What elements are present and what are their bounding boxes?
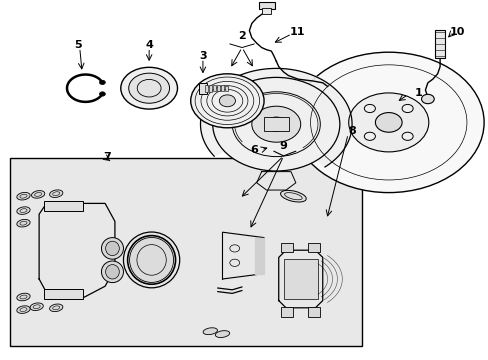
- Circle shape: [99, 92, 105, 96]
- Ellipse shape: [102, 261, 123, 283]
- Circle shape: [348, 93, 428, 152]
- Circle shape: [293, 52, 483, 193]
- Circle shape: [364, 104, 375, 113]
- Ellipse shape: [17, 207, 30, 215]
- Circle shape: [212, 77, 339, 171]
- Bar: [44, 289, 83, 299]
- Circle shape: [251, 106, 300, 142]
- Bar: [281, 243, 293, 252]
- Ellipse shape: [215, 330, 229, 338]
- Ellipse shape: [280, 190, 305, 202]
- Bar: [213, 85, 216, 91]
- Polygon shape: [200, 68, 351, 167]
- Circle shape: [401, 104, 412, 113]
- Ellipse shape: [123, 232, 180, 288]
- Circle shape: [190, 74, 264, 128]
- Ellipse shape: [31, 190, 45, 198]
- Bar: [199, 83, 206, 94]
- Circle shape: [99, 80, 105, 85]
- Ellipse shape: [17, 306, 30, 314]
- Ellipse shape: [17, 293, 30, 301]
- Bar: [283, 259, 317, 299]
- Ellipse shape: [49, 190, 63, 198]
- Ellipse shape: [17, 192, 30, 200]
- Polygon shape: [278, 250, 322, 308]
- Ellipse shape: [129, 238, 173, 282]
- Bar: [307, 243, 320, 252]
- Bar: [259, 2, 274, 9]
- Ellipse shape: [105, 241, 119, 256]
- Bar: [221, 85, 224, 91]
- Bar: [217, 85, 220, 91]
- Polygon shape: [255, 238, 264, 274]
- Bar: [44, 201, 83, 211]
- Ellipse shape: [49, 304, 63, 312]
- Bar: [307, 307, 320, 317]
- Polygon shape: [256, 172, 295, 190]
- Bar: [224, 86, 227, 91]
- Ellipse shape: [102, 238, 123, 259]
- Circle shape: [266, 117, 285, 131]
- Bar: [205, 85, 208, 92]
- Circle shape: [364, 132, 375, 140]
- Circle shape: [219, 95, 235, 107]
- Text: 2: 2: [238, 31, 245, 41]
- Text: 3: 3: [199, 51, 206, 61]
- Text: 10: 10: [448, 27, 464, 37]
- Text: 11: 11: [289, 27, 305, 37]
- Bar: [281, 307, 293, 317]
- Ellipse shape: [203, 328, 217, 335]
- Bar: [261, 8, 271, 14]
- Circle shape: [121, 67, 177, 109]
- Text: 4: 4: [145, 40, 153, 50]
- Polygon shape: [222, 232, 264, 279]
- Text: 8: 8: [347, 126, 355, 136]
- Text: 9: 9: [279, 141, 287, 151]
- Bar: [434, 30, 444, 58]
- Circle shape: [401, 132, 412, 140]
- Polygon shape: [39, 203, 115, 297]
- Ellipse shape: [30, 303, 43, 311]
- Bar: [10, 158, 361, 346]
- Text: 6: 6: [250, 145, 258, 155]
- Ellipse shape: [105, 265, 119, 279]
- Text: 7: 7: [103, 152, 111, 162]
- Circle shape: [421, 94, 433, 104]
- Bar: [209, 85, 212, 91]
- Ellipse shape: [17, 219, 30, 227]
- Circle shape: [128, 73, 169, 103]
- Text: 5: 5: [74, 40, 82, 50]
- Text: 1: 1: [413, 88, 421, 98]
- Circle shape: [375, 113, 401, 132]
- Bar: [264, 117, 288, 131]
